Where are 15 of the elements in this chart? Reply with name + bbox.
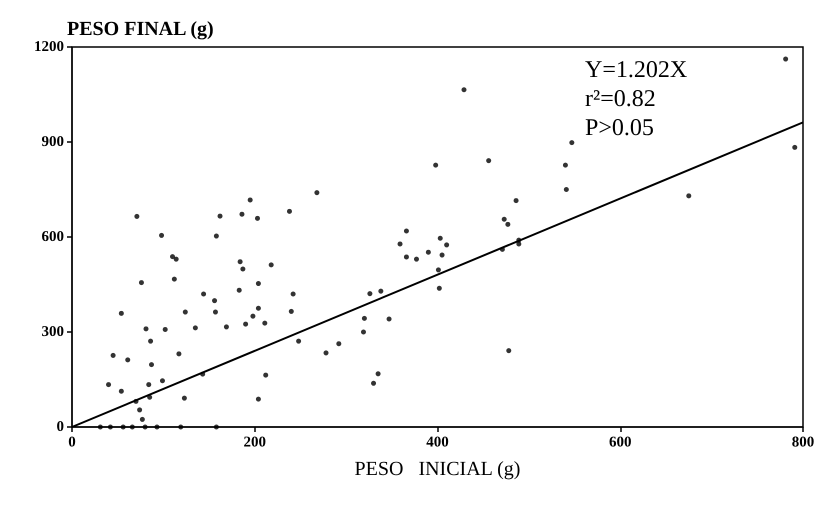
- y-axis-title: PESO FINAL (g): [67, 18, 214, 40]
- y-tick-label: 600: [42, 229, 64, 245]
- y-tick-label: 900: [42, 134, 64, 150]
- x-tick-label: 200: [244, 434, 266, 450]
- y-tick-label: 1200: [34, 39, 64, 55]
- x-tick-label: 400: [426, 434, 449, 450]
- y-tick-label: 0: [56, 419, 64, 435]
- annotation: Y=1.202X: [585, 57, 688, 83]
- x-tick-label: 0: [68, 434, 76, 450]
- y-tick-label: 300: [42, 324, 64, 340]
- x-tick-label: 600: [609, 434, 632, 450]
- x-axis-title: PESO INICIAL (g): [354, 458, 520, 480]
- x-tick-label: 800: [792, 434, 814, 450]
- annotation: P>0.05: [584, 115, 654, 141]
- annotation: r²=0.82: [584, 86, 656, 112]
